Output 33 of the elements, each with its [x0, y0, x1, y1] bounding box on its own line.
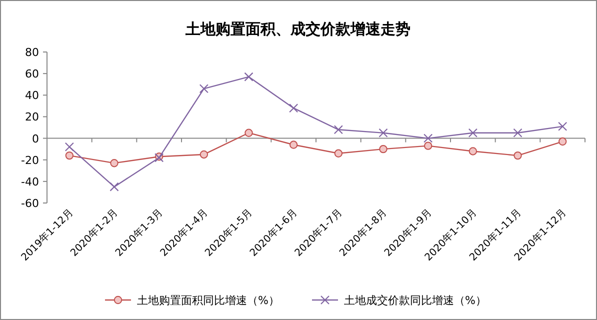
point — [64, 142, 74, 152]
y-tick-label: 80 — [25, 46, 39, 59]
y-tick-label: 0 — [32, 132, 39, 146]
point — [110, 158, 118, 168]
point — [424, 134, 433, 143]
y-tick-label: -40 — [21, 175, 39, 188]
point — [200, 150, 208, 159]
chart-title: 土地购置面积、成交价款增速走势 — [184, 20, 410, 38]
y-tick-label: 20 — [25, 110, 39, 124]
point — [468, 147, 478, 156]
point — [199, 84, 208, 94]
point — [110, 182, 119, 192]
point — [514, 151, 522, 160]
point — [558, 122, 568, 131]
y-tick-label: -20 — [21, 154, 39, 167]
point — [379, 144, 388, 154]
legend-label: 土地购置面积同比增速（%） — [137, 294, 280, 307]
point — [334, 125, 343, 134]
point — [468, 128, 478, 138]
legend-label: 土地成交价款同比增速（%） — [344, 294, 486, 307]
y-tick-label: -60 — [21, 197, 39, 210]
point — [289, 140, 298, 149]
point — [424, 142, 432, 150]
point — [378, 128, 388, 138]
point — [244, 72, 254, 82]
point — [558, 137, 567, 146]
point — [289, 104, 298, 113]
point — [65, 151, 74, 160]
point — [244, 128, 253, 137]
y-tick-label: 40 — [25, 89, 39, 102]
point — [334, 149, 343, 158]
point — [513, 128, 522, 138]
y-tick-label: 60 — [25, 68, 39, 81]
